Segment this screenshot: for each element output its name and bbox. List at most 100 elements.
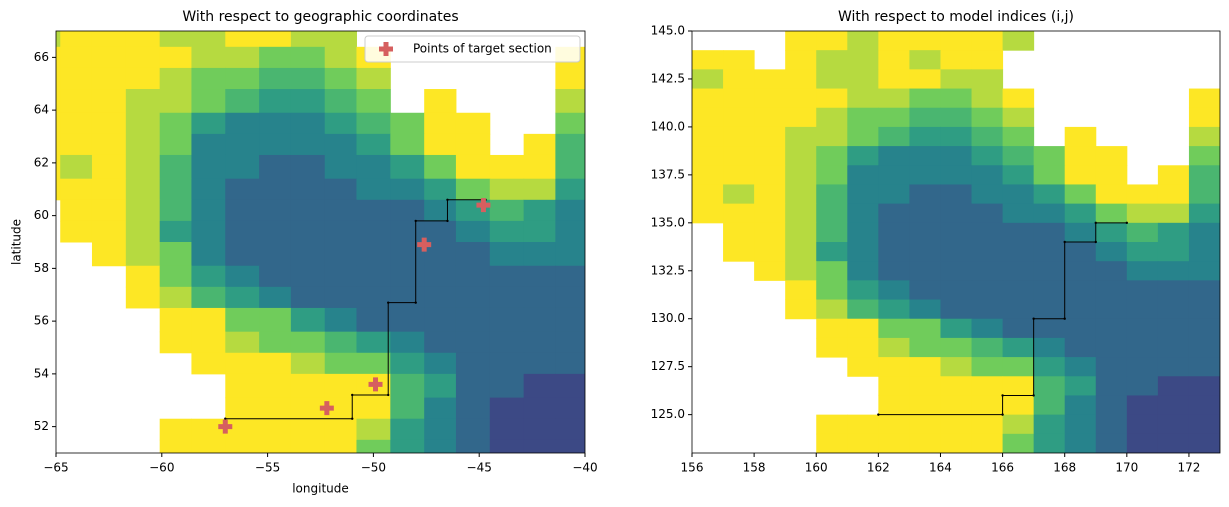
cell xyxy=(60,89,93,114)
cell xyxy=(940,126,973,147)
cell xyxy=(555,373,585,399)
cell xyxy=(1157,299,1190,320)
cell xyxy=(555,199,585,222)
cell xyxy=(489,307,525,333)
cell xyxy=(754,146,786,166)
cell xyxy=(1002,433,1035,453)
cell xyxy=(940,203,973,224)
cell xyxy=(878,222,910,243)
cell xyxy=(225,418,260,441)
cell xyxy=(390,154,425,180)
cell xyxy=(424,352,457,375)
cell xyxy=(971,69,1004,90)
cell xyxy=(390,220,425,243)
cell xyxy=(816,318,848,339)
cell xyxy=(390,133,425,156)
cell xyxy=(259,67,292,90)
cell xyxy=(356,286,391,309)
cell xyxy=(847,107,879,128)
cell xyxy=(971,107,1004,128)
cell xyxy=(125,265,161,288)
cell xyxy=(1002,414,1035,435)
cell xyxy=(1064,165,1097,185)
cell xyxy=(1002,395,1035,416)
cell xyxy=(455,112,491,135)
section-point xyxy=(387,301,390,304)
cell xyxy=(259,373,292,399)
cell xyxy=(259,46,292,69)
cell xyxy=(1126,261,1159,281)
cell xyxy=(523,331,556,354)
cell xyxy=(1002,107,1035,128)
cell xyxy=(225,352,260,375)
cell xyxy=(816,242,848,262)
cell xyxy=(1157,184,1190,205)
cell xyxy=(290,46,326,69)
cell xyxy=(125,178,161,201)
cell xyxy=(91,199,127,222)
y-tick-label: 137.5 xyxy=(651,167,685,181)
cell xyxy=(324,178,357,201)
cell xyxy=(754,242,786,262)
cell xyxy=(909,433,941,453)
cell xyxy=(1064,126,1097,147)
section-point xyxy=(446,219,449,223)
cell xyxy=(971,280,1004,301)
cell xyxy=(723,242,755,262)
cell xyxy=(971,203,1004,224)
cell xyxy=(692,88,724,109)
cell xyxy=(159,286,192,309)
cell xyxy=(191,242,226,267)
cell xyxy=(225,133,260,156)
cell xyxy=(754,222,786,243)
cell xyxy=(159,154,192,180)
cell xyxy=(1126,357,1159,377)
cell xyxy=(971,433,1004,453)
cell xyxy=(489,352,525,375)
axes: −65 −60 −55 −50 −45 −40 52 54 56 58 60 62 64 66 With r… xyxy=(10,9,598,496)
cell xyxy=(878,395,910,416)
cell xyxy=(424,397,457,420)
cell xyxy=(191,46,226,69)
cell xyxy=(1002,203,1035,224)
cell xyxy=(225,373,260,399)
cell xyxy=(125,89,161,114)
cell xyxy=(290,178,326,201)
cell xyxy=(878,69,910,90)
cell xyxy=(816,299,848,320)
cell xyxy=(940,318,973,339)
cell xyxy=(455,154,491,180)
cell xyxy=(356,418,391,441)
cell xyxy=(191,352,226,375)
cell xyxy=(878,261,910,281)
axes-title: With respect to geographic coordinates xyxy=(182,9,458,25)
cell xyxy=(1033,337,1066,358)
x-tick-label: 156 xyxy=(681,461,704,475)
cell xyxy=(489,397,525,420)
cell xyxy=(324,199,357,222)
cell xyxy=(1188,357,1220,377)
y-tick-label: 140.0 xyxy=(651,119,685,133)
section-line xyxy=(225,199,486,420)
cell xyxy=(455,439,491,453)
cell xyxy=(324,112,357,135)
cell xyxy=(1095,357,1128,377)
cell xyxy=(909,337,941,358)
cell xyxy=(455,133,491,156)
section-point xyxy=(1001,394,1004,397)
cell xyxy=(125,112,161,135)
cell xyxy=(847,222,879,243)
heatmap xyxy=(56,31,585,453)
cell xyxy=(1002,261,1035,281)
cell xyxy=(1188,376,1220,396)
cell xyxy=(878,31,910,51)
cell xyxy=(290,242,326,267)
cell xyxy=(159,220,192,243)
cell xyxy=(290,220,326,243)
cell xyxy=(816,50,848,70)
cell xyxy=(225,112,260,135)
cell xyxy=(390,397,425,420)
section-point xyxy=(877,413,880,416)
cell xyxy=(692,69,724,90)
cell xyxy=(191,133,226,156)
